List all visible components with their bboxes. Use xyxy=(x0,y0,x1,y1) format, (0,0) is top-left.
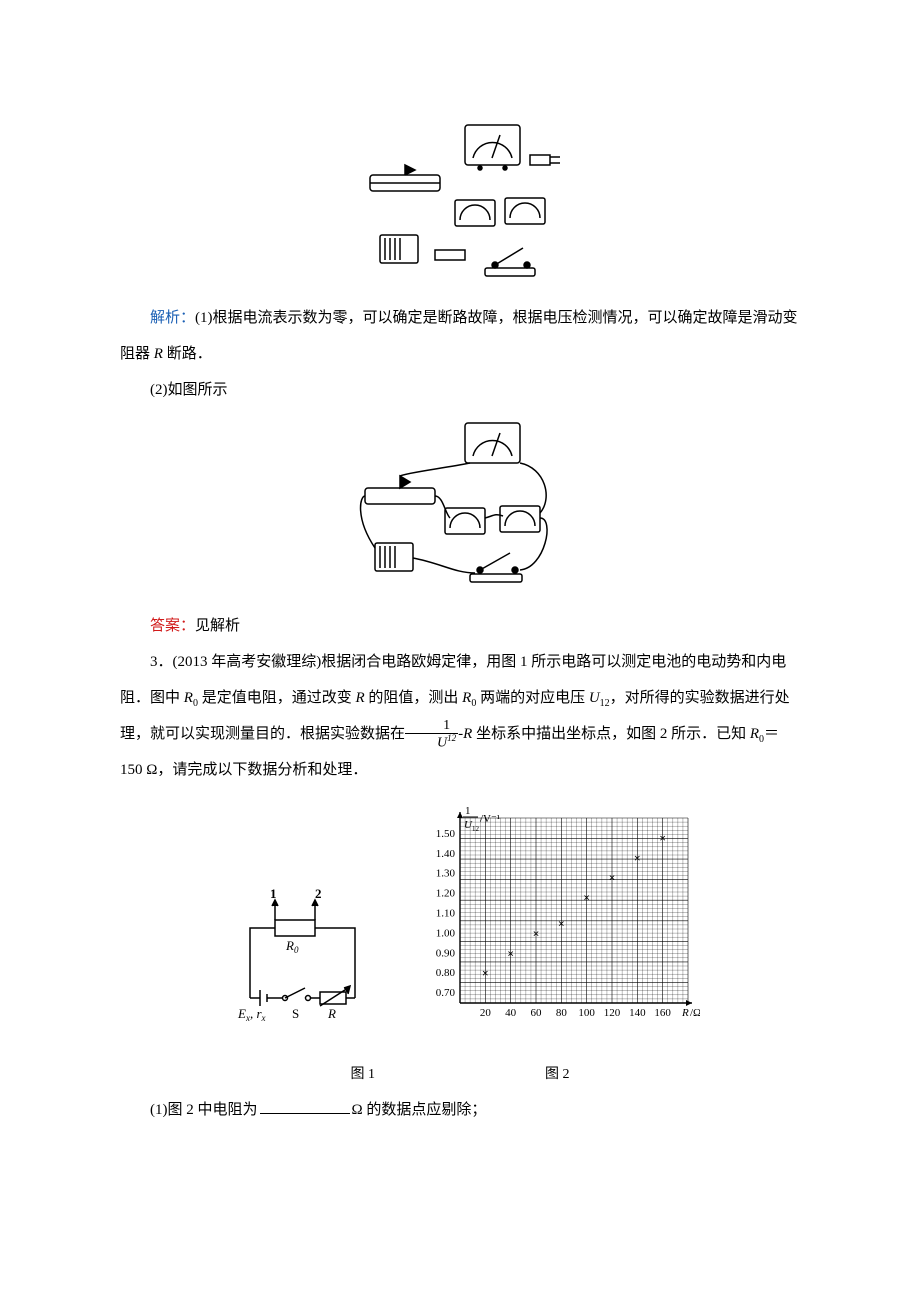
figure-3: 1 2 R0 Ex, rx S R 0.70 0.80 0.90 1.00 1.10 1.… xyxy=(120,798,800,1038)
analysis-para: 解析：(1)根据电流表示数为零，可以确定是断路故障，根据电压检测情况，可以确定故… xyxy=(120,300,800,372)
q3-text-h: 请完成以下数据分析和处理． xyxy=(172,762,367,778)
figure-captions: 图 1 图 2 xyxy=(120,1058,800,1092)
svg-text:140: 140 xyxy=(629,1007,646,1019)
components-sketch-1 xyxy=(355,120,565,280)
q3-U12: U xyxy=(589,690,600,706)
q3-text-g: 坐标系中描出坐标点，如图 2 所示．已知 xyxy=(472,726,750,742)
answer-text: 见解析 xyxy=(195,618,240,634)
svg-text:60: 60 xyxy=(531,1007,543,1019)
svg-text:1.10: 1.10 xyxy=(436,907,456,919)
svg-text:0.80: 0.80 xyxy=(436,967,456,979)
answer-para: 答案：见解析 xyxy=(120,608,800,644)
q3-R: R xyxy=(355,690,364,706)
svg-text:2: 2 xyxy=(315,886,322,901)
svg-text:160: 160 xyxy=(654,1007,671,1019)
svg-text:×: × xyxy=(583,891,590,905)
q3-source: (2013 年高考安徽理综) xyxy=(173,654,322,670)
svg-text:1: 1 xyxy=(270,886,277,901)
figure-components-2 xyxy=(120,418,800,588)
svg-text:1.40: 1.40 xyxy=(436,848,456,860)
svg-text:100: 100 xyxy=(578,1007,595,1019)
analysis-p1-text: 根据电流表示数为零，可以确定是断路故障，根据电压检测情况，可以确定故障是滑动变阻… xyxy=(120,310,798,362)
svg-text:/V⁻¹: /V⁻¹ xyxy=(480,813,500,825)
analysis-p2-prefix: (2) xyxy=(150,382,168,398)
q3-sub1-b: Ω 的数据点应剔除； xyxy=(352,1102,487,1118)
svg-text:R: R xyxy=(681,1007,689,1019)
q3-text-d: 两端的对应电压 xyxy=(476,690,589,706)
svg-text:12: 12 xyxy=(472,825,480,833)
q3-R0b: R xyxy=(462,690,471,706)
svg-text:1.50: 1.50 xyxy=(436,828,456,840)
svg-text:×: × xyxy=(482,966,489,980)
svg-text:×: × xyxy=(634,851,641,865)
q3-text-c: 的阻值，测出 xyxy=(365,690,463,706)
svg-text:×: × xyxy=(533,926,540,940)
svg-text:1: 1 xyxy=(465,805,471,817)
analysis-label: 解析： xyxy=(150,310,195,326)
q3-frac-num: 1 xyxy=(405,718,458,734)
q3-R0c: R xyxy=(750,726,759,742)
analysis-p2-text: 如图所示 xyxy=(168,382,228,398)
q3-para: 3．(2013 年高考安徽理综)根据闭合电路欧姆定律，用图 1 所示电路可以测定… xyxy=(120,644,800,788)
q3-number: 3． xyxy=(150,654,173,670)
svg-text:20: 20 xyxy=(480,1007,492,1019)
svg-text:×: × xyxy=(609,871,616,885)
blank-input[interactable] xyxy=(260,1096,350,1114)
svg-text:0.90: 0.90 xyxy=(436,947,456,959)
svg-text:×: × xyxy=(507,946,514,960)
analysis-p1-prefix: (1) xyxy=(195,310,213,326)
svg-text:/Ω: /Ω xyxy=(690,1007,700,1019)
components-sketch-2 xyxy=(345,418,575,588)
svg-text:120: 120 xyxy=(604,1007,621,1019)
q3-frac: 1 U12 xyxy=(405,718,458,751)
svg-text:1.20: 1.20 xyxy=(436,888,456,900)
answer-label: 答案： xyxy=(150,618,195,634)
circuit-diagram: 1 2 R0 Ex, rx S R xyxy=(220,868,390,1038)
svg-text:1.00: 1.00 xyxy=(436,927,456,939)
q3-frac-den-sub: 12 xyxy=(447,733,456,743)
svg-text:0.70: 0.70 xyxy=(436,987,456,999)
caption-fig1: 图 1 xyxy=(351,1058,376,1092)
q3-sub1-a: 图 2 中电阻为 xyxy=(168,1102,258,1118)
svg-text:1.30: 1.30 xyxy=(436,868,456,880)
q3-R2: R xyxy=(463,726,472,742)
q3-U12-sub: 12 xyxy=(600,698,610,709)
analysis-p1-suffix: 断路． xyxy=(167,346,212,362)
analysis-p1-var: R xyxy=(150,346,167,362)
svg-text:S: S xyxy=(292,1006,299,1021)
q3-R0: R xyxy=(184,690,193,706)
svg-text:×: × xyxy=(659,831,666,845)
svg-text:×: × xyxy=(558,916,565,930)
q3-frac-den-U: U xyxy=(437,736,447,751)
analysis-p2: (2)如图所示 xyxy=(120,372,800,408)
svg-text:R: R xyxy=(327,1006,336,1021)
caption-fig2: 图 2 xyxy=(545,1058,570,1092)
svg-text:Ex, rx: Ex, rx xyxy=(237,1006,266,1023)
scatter-chart: 0.70 0.80 0.90 1.00 1.10 1.20 1.30 1.40 1.50 20 40… xyxy=(410,798,700,1038)
svg-text:R0: R0 xyxy=(285,938,299,955)
svg-text:40: 40 xyxy=(505,1007,517,1019)
q3-text-b: 是定值电阻，通过改变 xyxy=(198,690,356,706)
q3-sub1: (1)图 2 中电阻为 Ω 的数据点应剔除； xyxy=(120,1092,800,1128)
svg-text:80: 80 xyxy=(556,1007,568,1019)
q3-sub1-prefix: (1) xyxy=(150,1102,168,1118)
figure-components-1 xyxy=(120,120,800,280)
